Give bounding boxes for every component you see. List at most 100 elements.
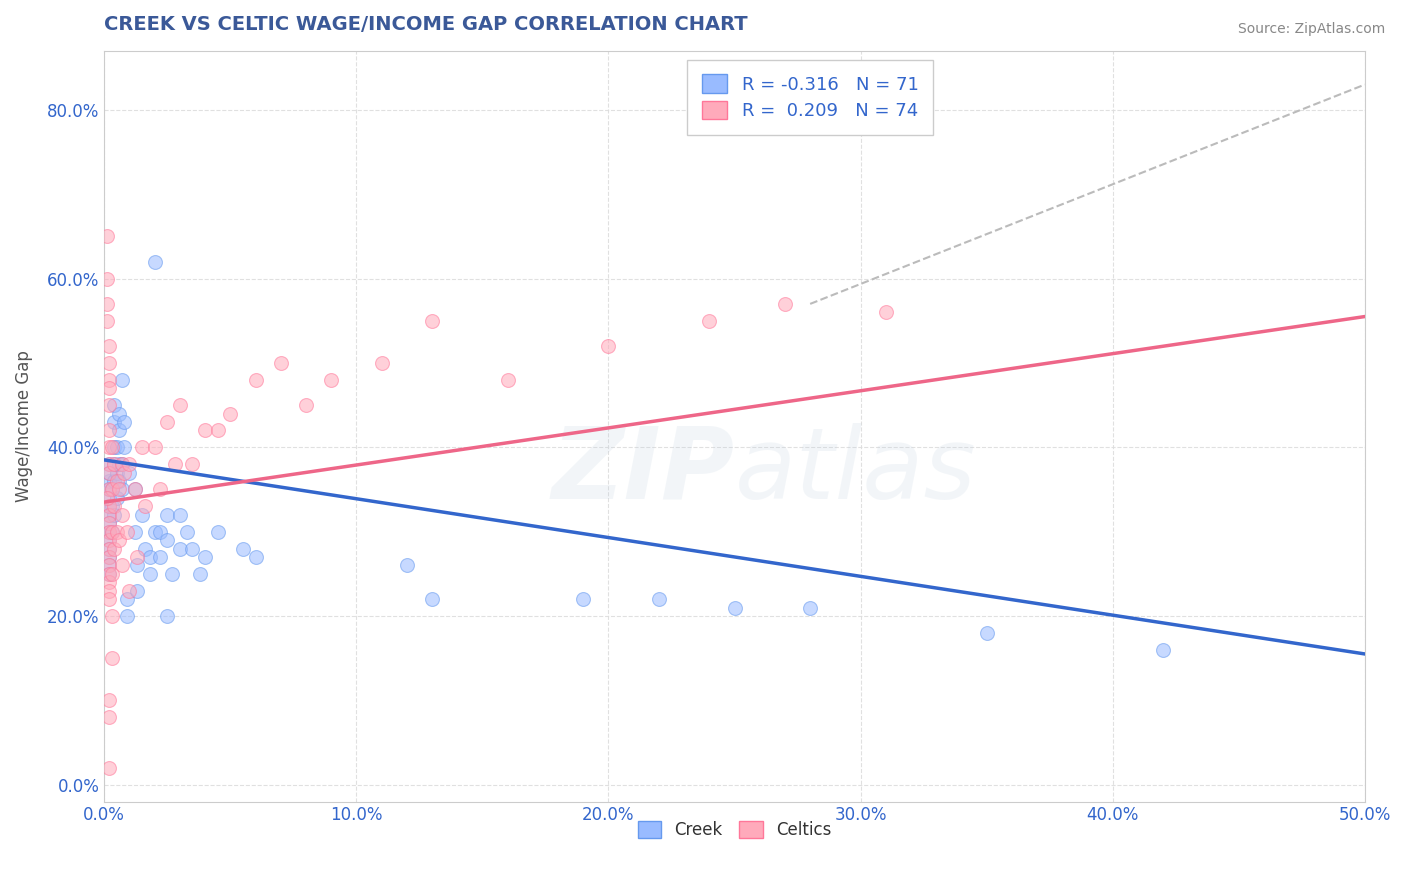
Point	[370, 356, 392, 370]
Point	[108, 533, 131, 547]
Legend: Creek, Celtics: Creek, Celtics	[631, 814, 838, 846]
Point	[105, 524, 128, 539]
Point	[98, 500, 121, 514]
Point	[98, 457, 121, 471]
Point	[149, 524, 172, 539]
Point	[105, 491, 128, 505]
Point	[96, 229, 118, 244]
Point	[118, 466, 141, 480]
Point	[98, 483, 121, 497]
Point	[169, 508, 191, 522]
Point	[125, 558, 148, 573]
Point	[98, 524, 121, 539]
Point	[103, 440, 125, 454]
Point	[143, 524, 166, 539]
Point	[98, 398, 121, 412]
Point	[118, 457, 141, 471]
Point	[98, 524, 121, 539]
Y-axis label: Wage/Income Gap: Wage/Income Gap	[15, 351, 32, 502]
Point	[169, 398, 191, 412]
Point	[98, 549, 121, 564]
Point	[125, 583, 148, 598]
Point	[131, 508, 153, 522]
Point	[98, 516, 121, 531]
Point	[98, 381, 121, 395]
Point	[138, 566, 160, 581]
Point	[98, 466, 121, 480]
Point	[194, 549, 217, 564]
Point	[101, 651, 124, 665]
Point	[124, 524, 146, 539]
Point	[103, 474, 125, 488]
Point	[108, 407, 131, 421]
Point	[156, 533, 179, 547]
Point	[101, 524, 124, 539]
Text: ZIP: ZIP	[551, 423, 734, 520]
Point	[181, 457, 204, 471]
Point	[96, 314, 118, 328]
Point	[112, 415, 135, 429]
Point	[149, 483, 172, 497]
Point	[98, 440, 121, 454]
Point	[125, 549, 148, 564]
Point	[105, 466, 128, 480]
Point	[723, 600, 745, 615]
Point	[207, 524, 229, 539]
Point	[98, 566, 121, 581]
Point	[103, 457, 125, 471]
Point	[111, 373, 134, 387]
Point	[98, 693, 121, 707]
Point	[169, 541, 191, 556]
Point	[111, 483, 134, 497]
Point	[108, 474, 131, 488]
Point	[232, 541, 254, 556]
Point	[112, 466, 135, 480]
Point	[98, 549, 121, 564]
Point	[98, 339, 121, 353]
Point	[245, 549, 267, 564]
Point	[115, 592, 138, 607]
Point	[101, 483, 124, 497]
Point	[98, 500, 121, 514]
Point	[1152, 642, 1174, 657]
Point	[98, 761, 121, 775]
Point	[773, 297, 796, 311]
Point	[219, 407, 242, 421]
Point	[103, 457, 125, 471]
Point	[270, 356, 292, 370]
Point	[101, 524, 124, 539]
Point	[156, 609, 179, 624]
Point	[207, 424, 229, 438]
Point	[976, 625, 998, 640]
Point	[98, 483, 121, 497]
Point	[163, 457, 186, 471]
Point	[96, 271, 118, 285]
Point	[138, 549, 160, 564]
Point	[111, 508, 134, 522]
Point	[98, 491, 121, 505]
Point	[131, 440, 153, 454]
Point	[101, 500, 124, 514]
Point	[112, 440, 135, 454]
Text: Source: ZipAtlas.com: Source: ZipAtlas.com	[1237, 22, 1385, 37]
Point	[101, 566, 124, 581]
Point	[496, 373, 519, 387]
Point	[648, 592, 671, 607]
Point	[98, 457, 121, 471]
Point	[118, 583, 141, 598]
Point	[98, 541, 121, 556]
Point	[194, 424, 217, 438]
Point	[111, 457, 134, 471]
Point	[115, 524, 138, 539]
Point	[105, 474, 128, 488]
Point	[98, 583, 121, 598]
Point	[124, 483, 146, 497]
Point	[98, 533, 121, 547]
Point	[156, 415, 179, 429]
Point	[143, 440, 166, 454]
Point	[572, 592, 595, 607]
Point	[98, 373, 121, 387]
Point	[98, 592, 121, 607]
Point	[98, 356, 121, 370]
Point	[134, 541, 156, 556]
